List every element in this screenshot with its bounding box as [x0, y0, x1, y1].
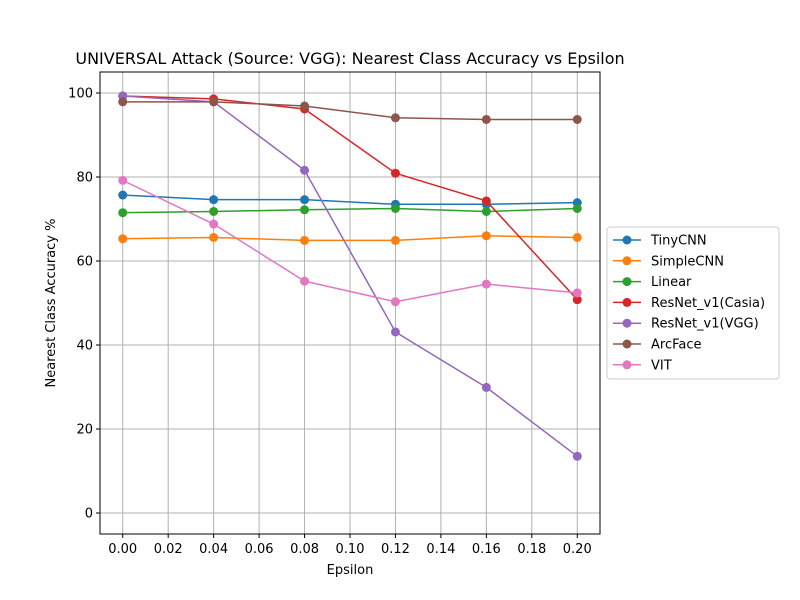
series-line [122, 179, 578, 303]
series-line [122, 207, 578, 214]
data-point [118, 97, 128, 107]
y-tick-label: 60 [76, 255, 93, 270]
series-line [122, 95, 578, 301]
data-point [481, 382, 491, 392]
data-point [572, 451, 582, 461]
legend-swatch-marker [622, 235, 632, 245]
data-point [209, 232, 219, 242]
legend-label: VIT [651, 358, 672, 373]
series-ArcFace [118, 97, 582, 124]
x-tick-label: 0.00 [108, 542, 137, 557]
data-point [209, 195, 219, 205]
y-axis: 0 20 40 60 80 100 [68, 87, 100, 522]
data-point [118, 208, 128, 218]
x-tick-label: 0.06 [245, 542, 274, 557]
legend-label: ResNet_v1(Casia) [651, 296, 765, 311]
x-tick-label: 0.18 [517, 542, 546, 557]
x-tick-label: 0.20 [563, 542, 592, 557]
x-axis-label: Epsilon [327, 563, 374, 578]
data-point [572, 204, 582, 213]
series-Linear [118, 204, 582, 218]
x-tick-label: 0.04 [199, 542, 228, 557]
legend-swatch-marker [622, 339, 632, 349]
legend-entry: VIT [613, 358, 672, 373]
legend-swatch-marker [622, 256, 632, 266]
data-point [300, 195, 310, 205]
data-point [572, 232, 582, 242]
data-point [390, 297, 400, 307]
series-line [122, 235, 578, 242]
chart-title: UNIVERSAL Attack (Source: VGG): Nearest … [75, 49, 624, 68]
legend-label: SimpleCNN [651, 254, 724, 269]
legend-swatch-marker [622, 277, 632, 287]
legend-label: ResNet_v1(VGG) [651, 317, 759, 332]
legend-entry: ArcFace [613, 338, 702, 353]
data-point [300, 165, 310, 175]
legend-entry: ResNet_v1(VGG) [613, 317, 759, 332]
legend-entry: ResNet_v1(Casia) [613, 296, 765, 311]
data-point [209, 97, 219, 107]
series-line [122, 95, 578, 457]
series-layer [118, 91, 582, 461]
data-point [118, 234, 128, 244]
data-point [300, 205, 310, 215]
legend-label: ArcFace [651, 338, 702, 353]
y-tick-label: 20 [76, 423, 93, 438]
data-point [572, 295, 582, 305]
y-tick-label: 80 [76, 171, 93, 186]
data-point [209, 206, 219, 216]
legend-swatch-marker [622, 297, 632, 307]
y-axis-label: Nearest Class Accuracy % [44, 219, 59, 388]
y-tick-label: 40 [76, 339, 93, 354]
data-point [118, 190, 128, 200]
data-point [481, 114, 491, 124]
legend-entry: TinyCNN [613, 234, 707, 249]
data-point [300, 101, 310, 111]
data-point [481, 206, 491, 216]
data-point [390, 168, 400, 178]
series-VIT [118, 175, 582, 307]
series-line [122, 101, 578, 121]
legend-box [606, 226, 780, 380]
data-point [572, 288, 582, 298]
x-tick-label: 0.02 [154, 542, 183, 557]
x-tick-label: 0.10 [336, 542, 365, 557]
data-point [300, 276, 310, 286]
data-point [300, 235, 310, 245]
data-point [118, 175, 128, 185]
data-point [390, 113, 400, 123]
series-line [122, 194, 578, 206]
x-tick-label: 0.14 [426, 542, 455, 557]
series-SimpleCNN [118, 231, 582, 245]
x-tick-label: 0.16 [472, 542, 501, 557]
data-point [209, 219, 219, 229]
data-point [390, 327, 400, 337]
grid [100, 72, 600, 534]
legend: TinyCNN SimpleCNN Linear ResNet_v1(Casia) Re… [606, 226, 780, 380]
data-point [390, 204, 400, 213]
legend-entry: Linear [613, 275, 692, 290]
legend-label: Linear [651, 275, 692, 290]
data-point [390, 235, 400, 245]
data-point [481, 231, 491, 241]
data-point [572, 114, 582, 124]
legend-swatch-marker [622, 318, 632, 328]
x-tick-label: 0.12 [381, 542, 410, 557]
data-point [481, 279, 491, 289]
y-tick-label: 0 [85, 507, 93, 522]
legend-label: TinyCNN [650, 234, 707, 249]
x-axis: 0.00 0.02 0.04 0.06 0.08 0.10 0.12 0.14 0.16 0.18… [108, 534, 592, 557]
legend-entry: SimpleCNN [613, 254, 724, 269]
x-tick-label: 0.08 [290, 542, 319, 557]
data-point [481, 196, 491, 206]
y-tick-label: 100 [68, 87, 93, 102]
legend-swatch-marker [622, 360, 632, 370]
